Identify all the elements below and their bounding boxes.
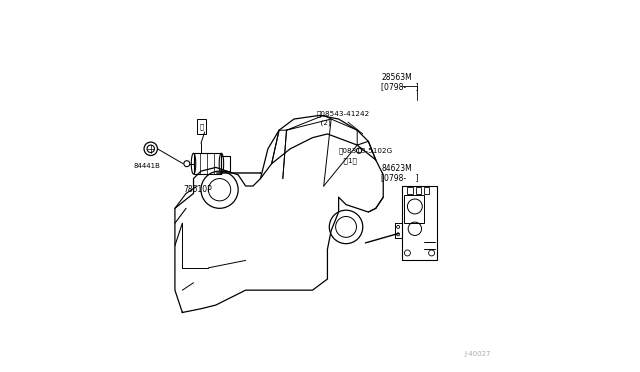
Bar	[402, 186, 437, 260]
Text: 84623M: 84623M	[381, 164, 412, 173]
Text: （1）: （1）	[339, 157, 356, 164]
Bar	[197, 119, 206, 134]
Bar	[404, 195, 424, 223]
Text: (2): (2)	[316, 120, 331, 126]
Text: Ⓝ08313-5102G: Ⓝ08313-5102G	[339, 148, 393, 154]
Text: Ⓜ08543-41242: Ⓜ08543-41242	[316, 110, 369, 117]
Bar	[424, 187, 429, 194]
Bar	[221, 156, 230, 171]
Text: 78510P: 78510P	[183, 185, 212, 194]
Bar	[193, 153, 221, 174]
Text: 28563M: 28563M	[381, 73, 412, 82]
Text: 🔑: 🔑	[200, 123, 204, 130]
Text: 84441B: 84441B	[134, 163, 161, 169]
Text: J·40027: J·40027	[465, 351, 491, 357]
Text: [0798-    ]: [0798- ]	[381, 173, 419, 182]
Bar	[415, 187, 421, 194]
Bar	[408, 187, 413, 194]
Text: [0798-    ]: [0798- ]	[381, 82, 419, 91]
